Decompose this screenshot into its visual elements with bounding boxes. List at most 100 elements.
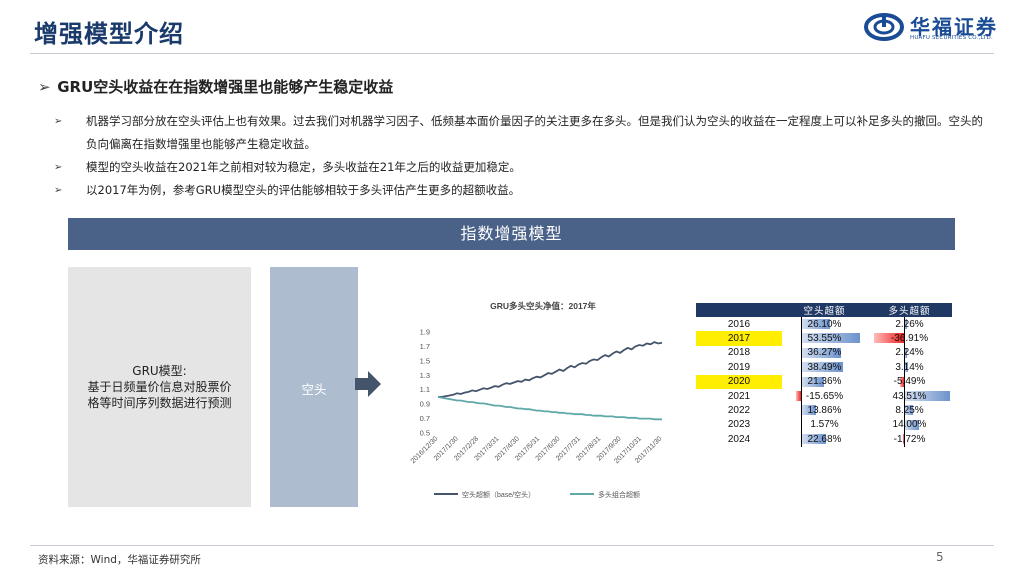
short-excess-bar [800,362,844,373]
short-excess-cell: 22.68% [782,432,867,447]
short-excess-value: 26.10% [807,318,842,330]
year-cell: 2022 [727,405,751,417]
source-note: 资料来源：Wind，华福证券研究所 [38,554,201,566]
logo-subtext: HUAFU SECURITIES CO.,LTD. [910,35,993,41]
short-excess-value: 1.57% [810,419,839,431]
short-side-box: 空头 [270,267,358,507]
chart-title: GRU多头空头净值：2017年 [490,301,596,311]
long-excess-value: -1.72% [893,433,926,445]
y-tick-label: 1.7 [420,342,430,351]
short-excess-value: -15.65% [805,390,844,402]
long-excess-bar [904,319,907,329]
table-row: 2024 22.68% -1.72% [696,432,952,447]
short-bar-axis [800,432,802,447]
long-bar-axis [904,331,906,346]
bullet-arrow-icon: ➢ [54,116,63,127]
short-excess-value: 21.36% [807,376,842,388]
short-bar-axis [800,403,802,418]
long-excess-bar [902,434,905,445]
table-row: 2019 38.49% 3.14% [696,360,952,375]
long-bar-axis [904,417,906,433]
page-number: 5 [936,550,944,564]
long-excess-cell: 14.00% [867,417,952,433]
bullet-text: 以2017年为例，参考GRU模型空头的评估能够相较于多头评估产生更多的超额收益。 [86,183,521,197]
long-bar-axis [904,388,906,404]
long-excess-cell: -1.72% [867,432,952,447]
long-excess-cell: 3.14% [867,360,952,375]
long-excess-cell: 43.51% [867,388,952,404]
year-cell: 2018 [727,347,751,359]
year-cell: 2023 [727,419,751,431]
year-cell: 2021 [727,390,751,402]
short-bar-axis [800,374,802,389]
long-excess-cell: 2.24% [867,345,952,361]
bullet-list: ➢ 机器学习部分放在空头评估上也有效果。过去我们对机器学习因子、低频基本面价量因… [54,110,984,202]
bullet-text: 模型的空头收益在2021年之前相对较为稳定，多头收益在21年之后的收益更加稳定。 [86,160,521,174]
long-excess-bar [904,347,907,358]
logo-swirl-icon [864,13,904,41]
short-excess-cell: 36.27% [782,345,867,361]
y-tick-label: 1.1 [420,385,430,394]
series-line-short-excess [438,341,663,398]
flow-arrow-icon [355,371,381,397]
long-excess-bar [904,362,908,373]
year-cell: 2016 [727,318,751,330]
long-excess-bar [899,376,905,387]
legend-label-long: 多头组合超额 [598,490,640,499]
year-cell: 2024 [727,433,751,445]
subtitle-text: GRU空头收益在在指数增强里也能够产生稳定收益 [57,78,394,96]
short-bar-axis [800,417,802,433]
model-description-box: GRU模型: 基于日频量价信息对股票价 格等时间序列数据进行预测 [68,267,251,507]
long-excess-cell: -5.49% [867,374,952,389]
short-excess-bar [800,405,816,416]
table-header-row: 空头超额 多头超额 [696,303,952,317]
series-line-long-excess [437,396,662,421]
short-excess-bar [800,333,860,344]
short-excess-bar [800,376,825,387]
long-excess-cell: 2.26% [867,317,952,332]
long-excess-bar [873,333,905,344]
table-row: 2017 53.55% -36.91% [696,331,952,346]
long-excess-value: 2.26% [895,318,924,330]
footer-divider [30,545,994,546]
table-header-year [696,303,782,317]
long-bar-axis [904,317,906,332]
long-excess-cell: 8.25% [867,403,952,418]
legend-label-short: 空头超额（base/空头） [462,490,535,499]
long-excess-value: 2.24% [895,347,924,359]
table-header-short: 空头超额 [782,303,867,317]
short-excess-bar [795,390,801,401]
short-bar-axis [800,317,802,332]
section-subtitle: ➢ GRU空头收益在在指数增强里也能够产生稳定收益 [38,76,393,97]
short-excess-cell: 26.10% [782,317,867,332]
long-excess-value: 43.51% [892,390,927,402]
table-row: 2020 21.36% -5.49% [696,374,952,389]
short-excess-bar [800,434,826,445]
bullet-text: 机器学习部分放在空头评估上也有效果。过去我们对机器学习因子、低频基本面价量因子的… [86,114,983,151]
subtitle-arrow-icon: ➢ [38,78,51,96]
bullet-item: ➢ 机器学习部分放在空头评估上也有效果。过去我们对机器学习因子、低频基本面价量因… [54,110,984,156]
long-excess-value: -36.91% [890,333,929,345]
bullet-arrow-icon: ➢ [54,185,63,196]
long-bar-axis [904,374,906,389]
short-excess-value: 36.27% [807,347,842,359]
bullet-arrow-icon: ➢ [54,162,63,173]
short-excess-value: 38.49% [807,361,842,373]
short-excess-cell: 13.86% [782,403,867,418]
table-row: 2022 13.86% 8.25% [696,403,952,418]
long-bar-axis [904,360,906,375]
long-excess-value: 14.00% [892,419,927,431]
year-cell: 2019 [727,361,751,373]
short-side-label: 空头 [301,382,327,397]
net-value-line-chart: GRU多头空头净值：2017年 1.9 1.7 1.5 1.3 1.1 0.9 0.7 0.5… [410,301,664,499]
long-excess-bar [904,390,951,401]
short-bar-axis [800,345,802,361]
company-logo: 华福证券 HUAFU SECURITIES CO.,LTD. [864,10,996,46]
table-row: 2018 36.27% 2.24% [696,345,952,361]
table-header-long: 多头超额 [867,303,952,317]
long-excess-value: -5.49% [893,376,926,388]
short-excess-value: 53.55% [807,333,842,345]
short-excess-cell: 1.57% [782,417,867,433]
annual-excess-table: 空头超额 多头超额 2016 26.10% 2.26% 2017 53.55% -36.9… [696,303,952,447]
y-tick-label: 0.5 [420,429,430,438]
